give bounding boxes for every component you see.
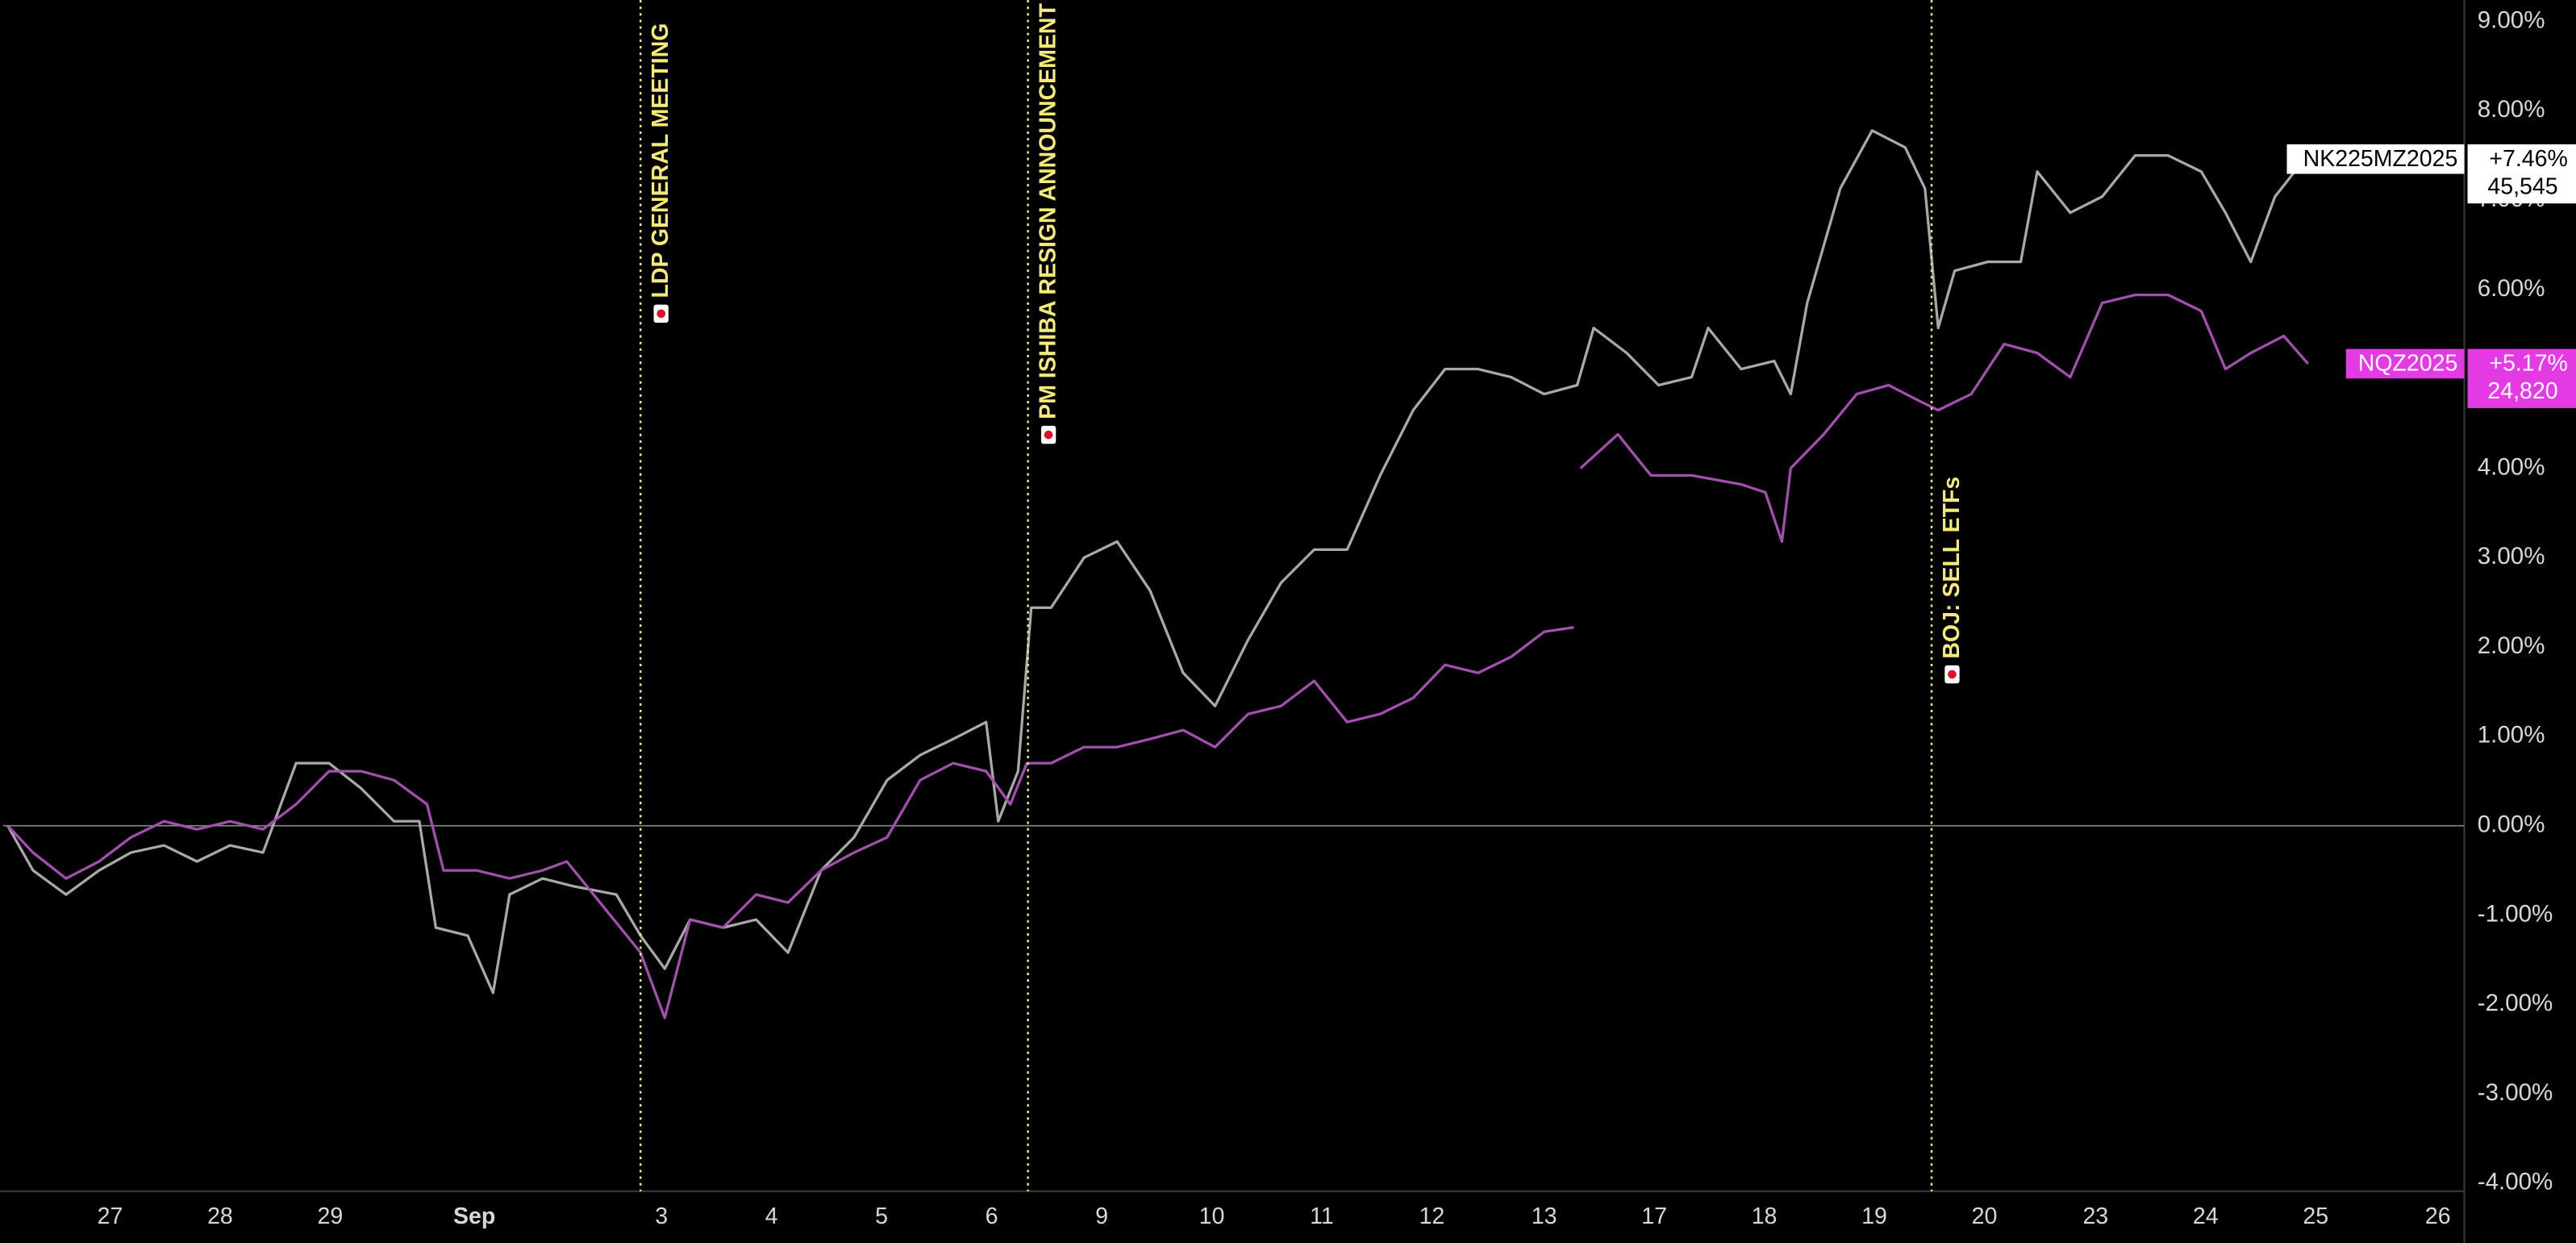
x-tick-label: 6 [986,1203,998,1229]
event-flag-dot [1044,430,1053,440]
y-tick-label: -2.00% [2478,990,2553,1016]
y-tick-label: 3.00% [2478,543,2545,569]
event-label: PM ISHIBA RESIGN ANNOUNCEMENT [1036,3,1061,419]
event-flag-dot [657,309,665,319]
x-tick-label: 4 [765,1203,778,1229]
event-flag-dot [1948,669,1957,679]
series-name: NK225MZ2025 [2303,146,2458,172]
y-tick-label: 0.00% [2478,811,2545,837]
y-tick-label: 2.00% [2478,632,2545,659]
y-tick-label: -3.00% [2478,1079,2553,1106]
series-name: NQZ2025 [2358,350,2458,376]
x-tick-label: 17 [1641,1203,1667,1229]
series-line [6,293,2309,1020]
x-tick-label: 29 [318,1203,344,1229]
change-label: +7.46% [2489,146,2567,172]
x-tick-label: 9 [1095,1203,1108,1229]
y-tick-label: 4.00% [2478,453,2545,480]
event-label: BOJ: SELL ETFs [1939,477,1965,659]
change-label: +5.17% [2489,350,2567,376]
x-tick-label: 19 [1861,1203,1887,1229]
x-tick-label: 12 [1419,1203,1445,1229]
y-tick-label: 9.00% [2478,6,2545,33]
y-tick-label: -4.00% [2478,1169,2553,1195]
x-tick-label: 23 [2082,1203,2108,1229]
x-tick-label: 18 [1752,1203,1778,1229]
series-name-tag [2345,348,2465,379]
x-tick-label: Sep [453,1203,495,1229]
price-label: 24,820 [2487,378,2557,404]
x-tick-label: 28 [207,1203,233,1229]
x-tick-label: 25 [2303,1203,2328,1229]
series-line [6,129,2312,995]
y-tick-label: 6.00% [2478,275,2545,302]
event-label: LDP GENERAL MEETING [648,23,673,298]
x-tick-label: 11 [1310,1203,1334,1229]
x-tick-label: 20 [1972,1203,1998,1229]
change-tag [2467,348,2576,408]
x-tick-label: 26 [2425,1203,2451,1229]
y-tick-label: 1.00% [2478,722,2545,749]
x-tick-label: 10 [1199,1203,1225,1229]
series-name-tag [2286,144,2465,174]
price-label: 45,545 [2487,173,2557,199]
x-tick-label: 27 [98,1203,123,1229]
x-tick-label: 3 [655,1203,668,1229]
x-tick-label: 13 [1532,1203,1557,1229]
x-tick-label: 24 [2193,1203,2219,1229]
y-tick-label: 8.00% [2478,96,2545,123]
y-tick-label: -1.00% [2478,900,2553,927]
x-tick-label: 5 [875,1203,888,1229]
change-tag [2467,144,2576,204]
